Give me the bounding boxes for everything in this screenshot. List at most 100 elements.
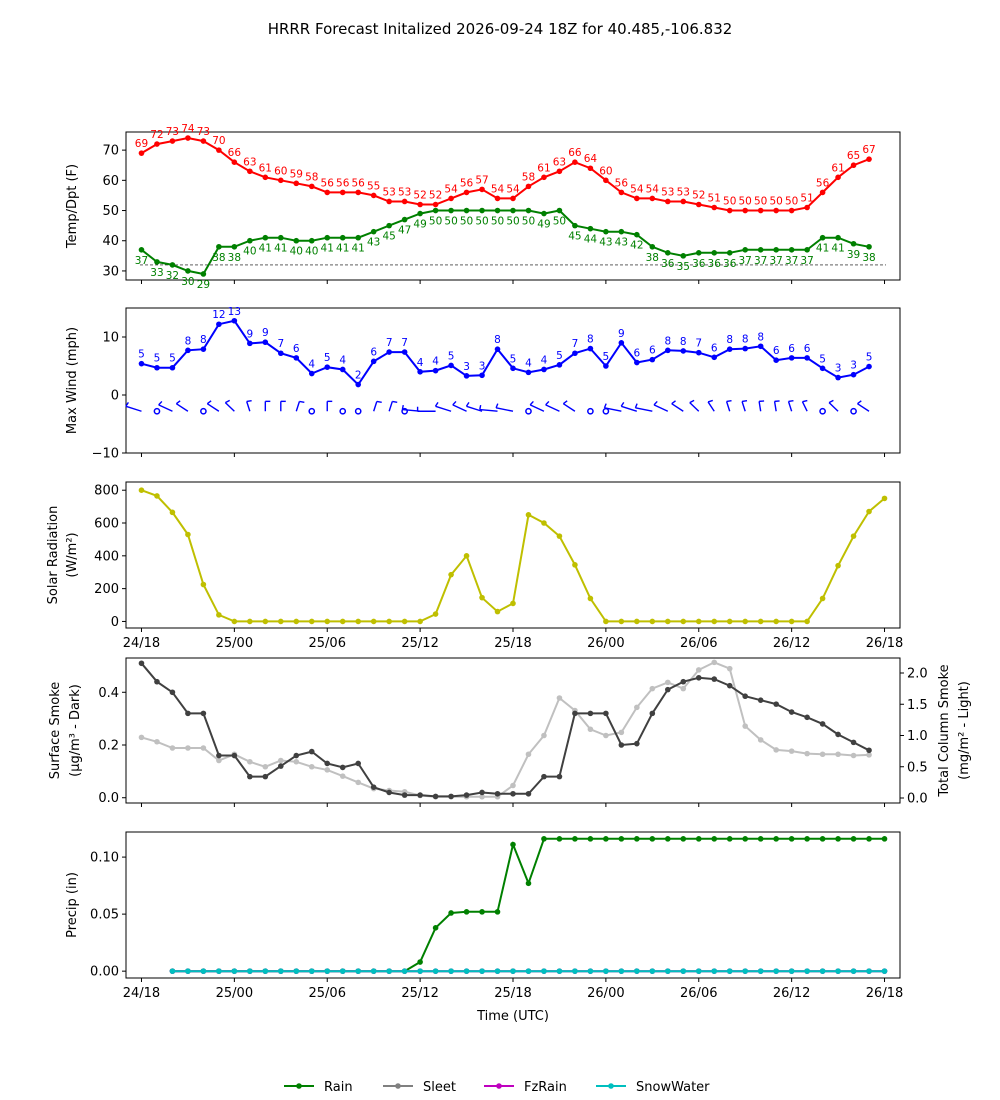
rain-series-point [634, 836, 640, 842]
dewpoint-series-point [448, 207, 454, 214]
temp-series-point [386, 198, 392, 205]
temp-series-point [417, 201, 423, 208]
wind-barb [434, 402, 452, 412]
dewpoint-data-label: 49 [537, 219, 550, 231]
y-tick-label-right: 2.0 [907, 667, 928, 682]
temp-data-label: 66 [228, 147, 242, 159]
snowwater-series-point [742, 968, 748, 974]
wind-series-point [665, 347, 671, 354]
wind-barb-flag [495, 403, 499, 409]
wind-barb-calm [587, 407, 594, 415]
snowwater-series-point [556, 968, 563, 974]
temp-data-label: 54 [630, 183, 644, 195]
wind-barb [787, 400, 794, 412]
solar-series-point [881, 495, 888, 502]
wind-data-label: 6 [711, 342, 718, 354]
dewpoint-data-label: 33 [150, 267, 163, 279]
dewpoint-series-point [324, 234, 331, 241]
solar-series-point [169, 509, 176, 516]
y-axis-label: Max Wind (mph) [65, 327, 80, 434]
wind-series-point [138, 360, 145, 367]
temp-data-label: 55 [367, 180, 380, 192]
solar-series-point [417, 618, 423, 625]
smoke_column-series-point [138, 734, 145, 741]
snowwater-series-point [850, 968, 857, 974]
rain-series-point [835, 836, 841, 842]
rain-series-point [448, 910, 454, 916]
snowwater-series-point [216, 968, 222, 974]
dewpoint-series-point [355, 234, 362, 241]
temp-series-point [262, 174, 269, 181]
temp-series-point [757, 207, 764, 214]
smoke_column-series-point [603, 732, 609, 739]
temp-data-label: 52 [429, 189, 442, 201]
snowwater-series-point [773, 968, 779, 974]
dewpoint-data-label: 50 [506, 216, 519, 228]
solar-series-point [401, 618, 408, 625]
wind-data-label: 5 [169, 353, 176, 365]
temp-series-point [494, 195, 501, 202]
temp-data-label: 67 [862, 144, 875, 156]
dewpoint-data-label: 38 [646, 252, 659, 264]
wind-series-point [695, 349, 702, 356]
temp-series-point [618, 189, 625, 196]
smoke_column-series-point [587, 726, 594, 733]
dewpoint-data-label: 36 [708, 258, 722, 270]
snowwater-series-point [572, 968, 578, 974]
smoke_column-series-point [866, 752, 872, 758]
x-tick-label: 25/06 [309, 636, 346, 651]
dewpoint-series-point [510, 207, 516, 214]
dewpoint-data-label: 41 [336, 243, 349, 255]
wind-series-point [185, 347, 191, 354]
rain-series-point [819, 836, 826, 842]
wind-data-label: 5 [154, 353, 161, 365]
temp-series-point [711, 204, 718, 211]
y-tick-label: −10 [92, 447, 119, 462]
legend-snowwater-label: SnowWater [636, 1080, 710, 1095]
smoke_column-series-point [262, 763, 269, 770]
precip-frame [125, 831, 901, 979]
smoke_surface-series-point [494, 790, 501, 797]
dewpoint-data-label: 41 [816, 243, 829, 255]
wind-data-label: 4 [541, 354, 548, 366]
snowwater-series-point [247, 968, 253, 974]
dewpoint-data-label: 36 [723, 258, 737, 270]
dewpoint-series-point [494, 207, 501, 214]
y-tick-label: 0.05 [90, 908, 119, 923]
wind-barb-staff [125, 405, 142, 412]
smoke_surface-series-point [665, 686, 671, 693]
wind-barb-calm [819, 407, 826, 415]
x-tick-label: 26/06 [680, 986, 717, 1001]
solar-series-point [231, 618, 238, 625]
wind-barb-staff [801, 401, 808, 412]
temp-series-point [634, 195, 640, 202]
temp-series-point [324, 189, 331, 196]
x-tick-label: 26/18 [866, 986, 903, 1001]
solar-series-point [788, 618, 795, 625]
wind-barb [206, 400, 220, 412]
wind-data-label: 8 [680, 336, 687, 348]
dewpoint-data-label: 50 [475, 216, 488, 228]
wind-series-point [634, 359, 640, 366]
wind-data-label: 6 [633, 348, 640, 360]
smoke_surface-series-point [479, 789, 485, 796]
wind-data-label: 5 [448, 350, 455, 362]
rain-series-point [494, 909, 501, 915]
solar-series-point [726, 618, 733, 625]
wind-series-point [757, 343, 764, 350]
dewpoint-data-label: 41 [352, 243, 365, 255]
precip-panel: 0.00 0.05 0.10 Precip (in) 24/18 25/00 25/06 25… [65, 831, 903, 1024]
smoke_surface-series-point [525, 790, 532, 797]
wind-barb-calm [308, 407, 316, 415]
y-tick-label: 400 [94, 549, 119, 564]
wind-series-point [479, 372, 485, 379]
smoke_surface-series-point [417, 792, 423, 798]
temp-series-point [339, 189, 346, 196]
wind-data-label: 5 [324, 352, 331, 364]
wind-barb [603, 403, 622, 412]
snowwater-series-point [262, 968, 269, 974]
wind-barb-staff [787, 401, 793, 412]
solar-series-point [216, 612, 222, 618]
wind-barb-staff [828, 402, 839, 412]
